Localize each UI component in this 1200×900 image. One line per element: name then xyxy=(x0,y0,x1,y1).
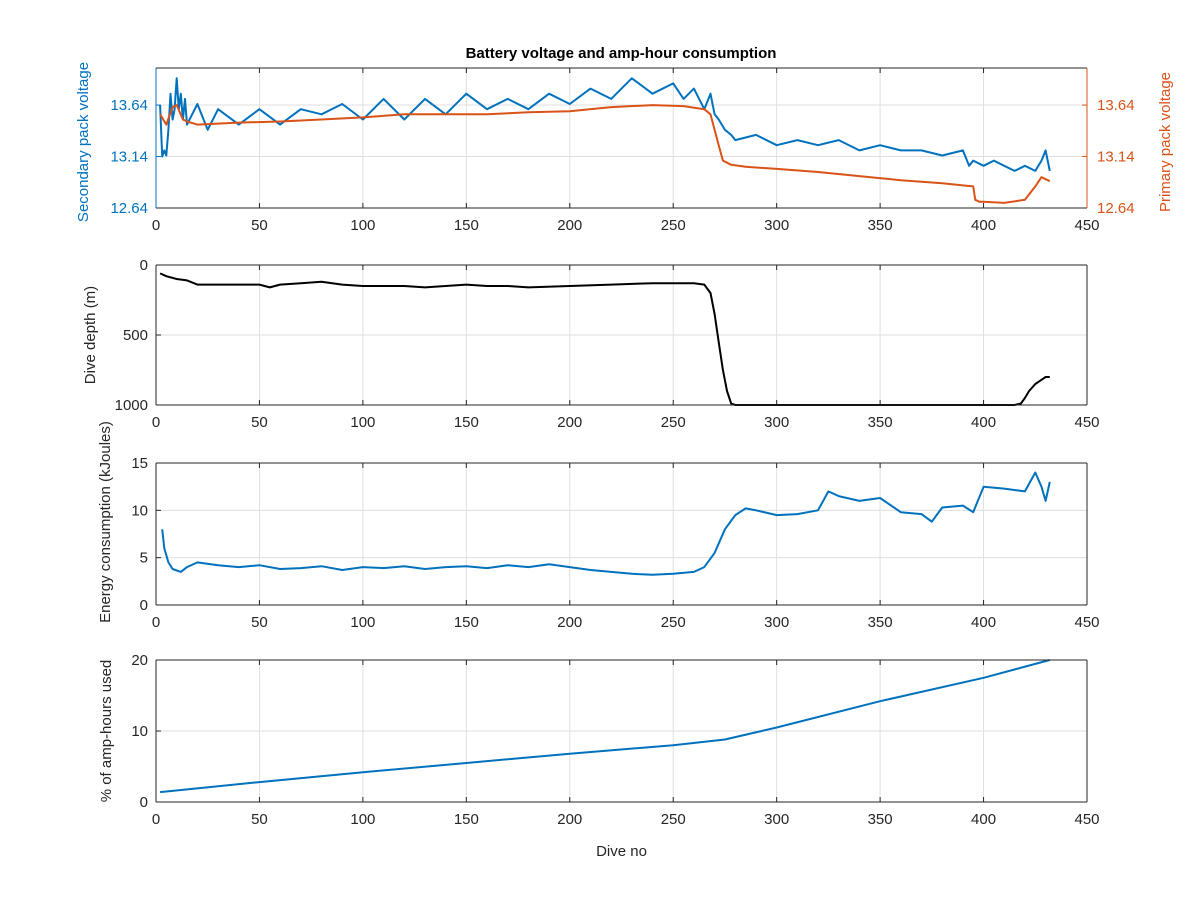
depth-axes: 0 50 100 150 200 250 300 350 400 450 0 500 1000 Dive … xyxy=(82,257,1100,431)
primary-voltage-ytick-label: 13.14 xyxy=(1097,149,1135,166)
amphours-ytick-label: 20 xyxy=(131,652,148,669)
energy-xtick-label: 200 xyxy=(557,614,582,631)
depth-ylabel: Dive depth (m) xyxy=(82,286,99,384)
energy-xtick-label: 250 xyxy=(661,614,686,631)
dive-no-xlabel: Dive no xyxy=(596,843,647,860)
energy-ytick-label: 0 xyxy=(140,597,148,614)
energy-xtick-label: 100 xyxy=(350,614,375,631)
voltage-xtick-label: 150 xyxy=(454,217,479,234)
voltage-xtick-label: 100 xyxy=(350,217,375,234)
amphours-ytick-label: 10 xyxy=(131,723,148,740)
amphours-ytick-label: 0 xyxy=(140,794,148,811)
depth-xtick-label: 400 xyxy=(971,414,996,431)
amphours-xtick-label: 300 xyxy=(764,811,789,828)
depth-xtick-label: 300 xyxy=(764,414,789,431)
energy-ylabel: Energy consumption (kJoules) xyxy=(97,421,114,623)
amphours-xtick-label: 350 xyxy=(868,811,893,828)
primary-voltage-series xyxy=(159,104,1051,204)
voltage-xtick-label: 200 xyxy=(557,217,582,234)
amphours-xtick-label: 150 xyxy=(454,811,479,828)
energy-xtick-label: 400 xyxy=(971,614,996,631)
voltage-xtick-label: 400 xyxy=(971,217,996,234)
energy-series xyxy=(161,471,1051,576)
energy-xtick-label: 350 xyxy=(868,614,893,631)
amphours-xtick-label: 250 xyxy=(661,811,686,828)
voltage-xtick-label: 300 xyxy=(764,217,789,234)
voltage-xtick-label: 450 xyxy=(1074,217,1099,234)
amphours-xtick-label: 450 xyxy=(1074,811,1099,828)
depth-xtick-label: 450 xyxy=(1074,414,1099,431)
energy-xtick-label: 300 xyxy=(764,614,789,631)
amphours-xtick-label: 0 xyxy=(152,811,160,828)
depth-ytick-label: 500 xyxy=(123,327,148,344)
amphours-xtick-label: 400 xyxy=(971,811,996,828)
primary-voltage-ytick-label: 13.64 xyxy=(1097,97,1135,114)
secondary-voltage-ytick-label: 12.64 xyxy=(110,200,148,217)
voltage-axes: 0 50 100 150 200 250 300 350 400 45012.6413.1413.… xyxy=(75,62,1174,234)
depth-xtick-label: 350 xyxy=(868,414,893,431)
energy-axes: 0 50 100 150 200 250 300 350 400 450 0 5 10 15 Energy … xyxy=(97,421,1100,631)
voltage-xtick-label: 250 xyxy=(661,217,686,234)
amphours-xtick-label: 50 xyxy=(251,811,268,828)
secondary-voltage-ylabel: Secondary pack voltage xyxy=(75,62,92,222)
amphours-ylabel: % of amp-hours used xyxy=(98,660,115,803)
depth-xtick-label: 100 xyxy=(350,414,375,431)
energy-xtick-label: 50 xyxy=(251,614,268,631)
depth-xtick-label: 200 xyxy=(557,414,582,431)
amphours-xtick-label: 200 xyxy=(557,811,582,828)
depth-xtick-label: 150 xyxy=(454,414,479,431)
energy-ytick-label: 10 xyxy=(131,502,148,519)
figure-title: Battery voltage and amp-hour consumption xyxy=(466,45,777,62)
depth-ytick-label: 0 xyxy=(140,257,148,274)
amphours-xtick-label: 100 xyxy=(350,811,375,828)
energy-xtick-label: 450 xyxy=(1074,614,1099,631)
depth-xtick-label: 250 xyxy=(661,414,686,431)
energy-xtick-label: 0 xyxy=(152,614,160,631)
energy-xtick-label: 150 xyxy=(454,614,479,631)
depth-series xyxy=(159,272,1050,406)
secondary-voltage-ytick-label: 13.64 xyxy=(110,97,148,114)
energy-ytick-label: 5 xyxy=(140,550,148,567)
voltage-xtick-label: 50 xyxy=(251,217,268,234)
secondary-voltage-series xyxy=(159,77,1051,172)
voltage-xtick-label: 350 xyxy=(868,217,893,234)
voltage-xtick-label: 0 xyxy=(152,217,160,234)
primary-voltage-ylabel: Primary pack voltage xyxy=(1157,72,1174,212)
amphours-series xyxy=(159,659,1051,794)
secondary-voltage-ytick-label: 13.14 xyxy=(110,149,148,166)
depth-ytick-label: 1000 xyxy=(115,397,148,414)
amphours-axes: 0 50 100 150 200 250 300 350 400 450 0 10 20 % of amp… xyxy=(98,652,1100,860)
energy-ytick-label: 15 xyxy=(131,455,148,472)
depth-xtick-label: 50 xyxy=(251,414,268,431)
depth-xtick-label: 0 xyxy=(152,414,160,431)
primary-voltage-ytick-label: 12.64 xyxy=(1097,200,1135,217)
